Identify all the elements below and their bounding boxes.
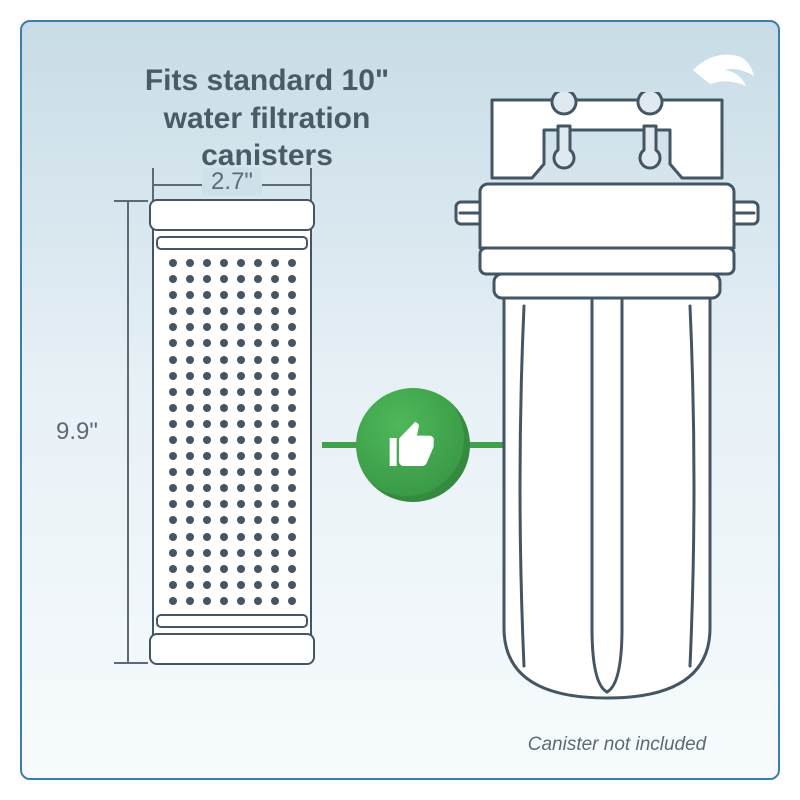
height-dimension: 9.9" <box>114 200 142 664</box>
width-dimension: 2.7" <box>152 172 312 198</box>
infographic-card: Fits standard 10" water filtration canis… <box>20 20 780 780</box>
thumbs-up-icon <box>385 417 441 473</box>
brand-logo-icon <box>688 42 758 92</box>
canister-diagram <box>452 92 762 732</box>
filter-cartridge-diagram <box>152 202 312 662</box>
width-dimension-label: 2.7" <box>202 168 262 196</box>
height-dimension-label: 9.9" <box>56 418 98 446</box>
headline-text: Fits standard 10" water filtration canis… <box>107 62 427 175</box>
disclaimer-text: Canister not included <box>497 734 737 756</box>
